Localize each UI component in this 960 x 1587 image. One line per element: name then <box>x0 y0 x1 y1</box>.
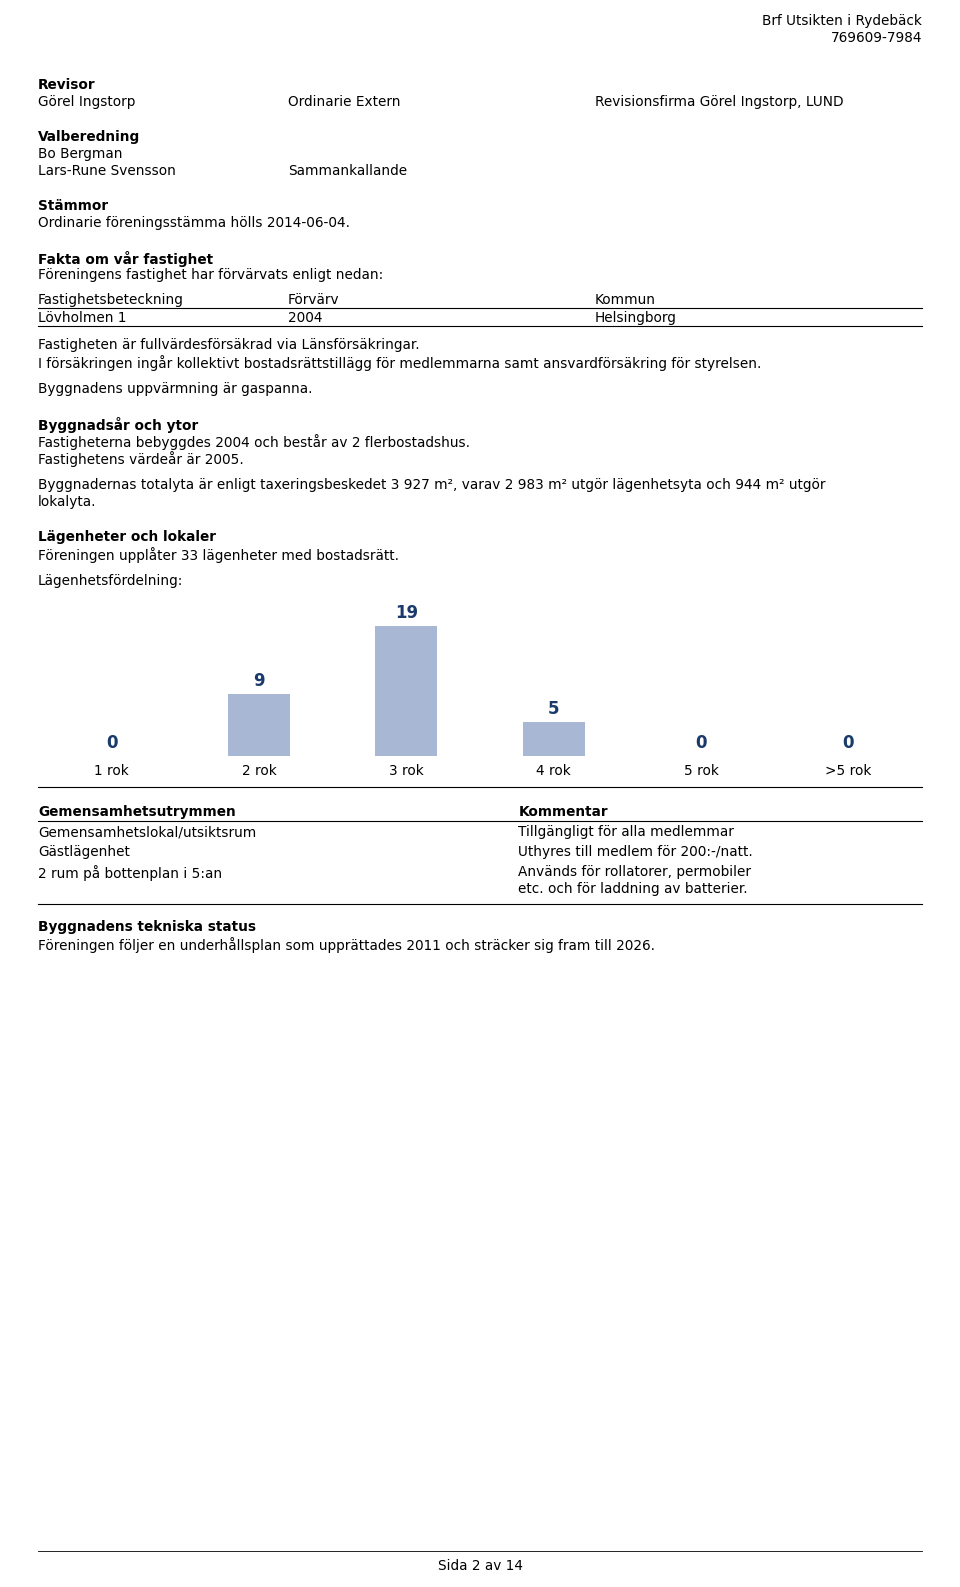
Text: 5 rok: 5 rok <box>684 763 718 778</box>
Text: Föreningen följer en underhållsplan som upprättades 2011 och sträcker sig fram t: Föreningen följer en underhållsplan som … <box>38 936 655 952</box>
Text: Kommun: Kommun <box>595 294 656 306</box>
Text: Görel Ingstorp: Görel Ingstorp <box>38 95 135 110</box>
Text: Ordinarie Extern: Ordinarie Extern <box>288 95 400 110</box>
Text: 2 rum på bottenplan i 5:an: 2 rum på bottenplan i 5:an <box>38 865 222 881</box>
Text: Kommentar: Kommentar <box>518 805 608 819</box>
Text: Ordinarie föreningsstämma hölls 2014-06-04.: Ordinarie föreningsstämma hölls 2014-06-… <box>38 216 350 230</box>
Text: Lars-Rune Svensson: Lars-Rune Svensson <box>38 163 176 178</box>
Text: 5: 5 <box>548 700 560 717</box>
Text: 2004: 2004 <box>288 311 323 325</box>
Text: Sammankallande: Sammankallande <box>288 163 407 178</box>
Bar <box>228 695 290 755</box>
Text: I försäkringen ingår kollektivt bostadsrättstillägg för medlemmarna samt ansvard: I försäkringen ingår kollektivt bostadsr… <box>38 355 761 371</box>
Text: Tillgängligt för alla medlemmar: Tillgängligt för alla medlemmar <box>518 825 734 840</box>
Text: 4 rok: 4 rok <box>537 763 571 778</box>
Text: Byggnadens tekniska status: Byggnadens tekniska status <box>38 920 256 935</box>
Text: Fastigheten är fullvärdesförsäkrad via Länsförsäkringar.: Fastigheten är fullvärdesförsäkrad via L… <box>38 338 420 352</box>
Text: Gemensamhetsutrymmen: Gemensamhetsutrymmen <box>38 805 236 819</box>
Text: Byggnadens uppvärmning är gaspanna.: Byggnadens uppvärmning är gaspanna. <box>38 382 313 397</box>
Text: Lägenheter och lokaler: Lägenheter och lokaler <box>38 530 216 544</box>
Text: Uthyres till medlem för 200:-/natt.: Uthyres till medlem för 200:-/natt. <box>518 844 754 859</box>
Text: Lövholmen 1: Lövholmen 1 <box>38 311 127 325</box>
Text: 19: 19 <box>395 605 418 622</box>
Text: Revisionsfirma Görel Ingstorp, LUND: Revisionsfirma Görel Ingstorp, LUND <box>595 95 844 110</box>
Text: Lägenhetsfördelning:: Lägenhetsfördelning: <box>38 574 183 589</box>
Bar <box>375 625 437 755</box>
Text: Förvärv: Förvärv <box>288 294 340 306</box>
Text: Byggnadernas totalyta är enligt taxeringsbeskedet 3 927 m², varav 2 983 m² utgör: Byggnadernas totalyta är enligt taxering… <box>38 478 826 492</box>
Text: Gemensamhetslokal/utsiktsrum: Gemensamhetslokal/utsiktsrum <box>38 825 256 840</box>
Text: Sida 2 av 14: Sida 2 av 14 <box>438 1558 522 1573</box>
Text: Helsingborg: Helsingborg <box>595 311 677 325</box>
Text: Valberedning: Valberedning <box>38 130 140 144</box>
Text: 0: 0 <box>106 735 117 752</box>
Bar <box>523 722 585 755</box>
Text: 9: 9 <box>253 673 265 690</box>
Text: 3 rok: 3 rok <box>389 763 423 778</box>
Text: Revisor: Revisor <box>38 78 96 92</box>
Text: Gästlägenhet: Gästlägenhet <box>38 844 130 859</box>
Text: Bo Bergman: Bo Bergman <box>38 148 123 160</box>
Text: Stämmor: Stämmor <box>38 198 108 213</box>
Text: Föreningen upplåter 33 lägenheter med bostadsrätt.: Föreningen upplåter 33 lägenheter med bo… <box>38 548 399 563</box>
Text: 0: 0 <box>843 735 854 752</box>
Text: Fakta om vår fastighet: Fakta om vår fastighet <box>38 251 213 267</box>
Text: 1 rok: 1 rok <box>94 763 129 778</box>
Text: Brf Utsikten i Rydebäck: Brf Utsikten i Rydebäck <box>762 14 922 29</box>
Text: Föreningens fastighet har förvärvats enligt nedan:: Föreningens fastighet har förvärvats enl… <box>38 268 383 282</box>
Text: Fastighetens värdeår är 2005.: Fastighetens värdeår är 2005. <box>38 451 244 467</box>
Text: lokalyta.: lokalyta. <box>38 495 97 509</box>
Text: Används för rollatorer, permobiler: Används för rollatorer, permobiler <box>518 865 752 879</box>
Text: >5 rok: >5 rok <box>826 763 872 778</box>
Text: Fastigheterna bebyggdes 2004 och består av 2 flerbostadshus.: Fastigheterna bebyggdes 2004 och består … <box>38 433 470 451</box>
Text: 769609-7984: 769609-7984 <box>830 32 922 44</box>
Text: 0: 0 <box>695 735 707 752</box>
Text: Byggnadsår och ytor: Byggnadsår och ytor <box>38 417 199 433</box>
Text: Fastighetsbeteckning: Fastighetsbeteckning <box>38 294 184 306</box>
Text: 2 rok: 2 rok <box>242 763 276 778</box>
Text: etc. och för laddning av batterier.: etc. och för laddning av batterier. <box>518 882 748 897</box>
